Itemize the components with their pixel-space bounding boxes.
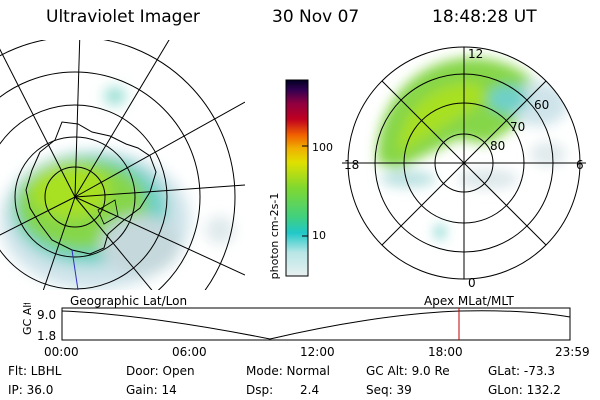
altitude-trace <box>61 310 571 340</box>
altitude-axis-label: GC Alt <box>21 303 34 335</box>
seq-info: Seq: 39 <box>366 383 412 397</box>
ip-info: IP: 36.0 <box>8 383 54 397</box>
gc-alt-info: GC Alt: 9.0 Re <box>366 364 450 378</box>
time-tick-0600: 06:00 <box>172 345 207 359</box>
time-tick-0000: 00:00 <box>44 345 79 359</box>
image-time: 18:48:28 UT <box>432 7 537 27</box>
mlt-label-18: 18 <box>344 158 359 172</box>
image-date: 30 Nov 07 <box>272 7 360 27</box>
colorbar: photon cm-2s-1 <box>268 79 309 280</box>
altitude-plot: GC Alt 9.0 1.8 <box>21 303 571 343</box>
mlt-label-6: 6 <box>576 158 584 172</box>
colorbar-tick-10: 10 <box>312 229 326 242</box>
door-info: Door: Open <box>126 364 195 378</box>
geographic-image <box>0 40 245 290</box>
mlt-label-0: 0 <box>468 276 476 290</box>
lat-label-70: 70 <box>510 120 525 134</box>
time-tick-1800: 18:00 <box>428 345 463 359</box>
alt-tick-low: 1.8 <box>37 329 56 343</box>
coastline-detail <box>97 199 119 225</box>
time-tick-1200: 12:00 <box>300 345 335 359</box>
alt-tick-high: 9.0 <box>37 308 56 322</box>
time-tick-2359: 23:59 <box>555 345 590 359</box>
mode-info: Mode: Normal <box>246 364 330 378</box>
longitude-grid <box>0 40 245 290</box>
glat-info: GLat: -73.3 <box>488 364 555 378</box>
geographic-label: Geographic Lat/Lon <box>70 294 188 308</box>
polar-grid <box>342 46 586 280</box>
apex-label: Apex MLat/MLT <box>424 294 514 308</box>
dsp-label: Dsp: <box>246 383 274 397</box>
terminator-line <box>71 249 79 290</box>
mlt-label-12: 12 <box>468 47 483 61</box>
lat-label-60: 60 <box>534 98 549 112</box>
glon-info: GLon: 132.2 <box>488 383 561 397</box>
filter-info: Flt: LBHL <box>8 364 62 378</box>
gain-info: Gain: 14 <box>126 383 177 397</box>
aurora-emission <box>0 88 234 290</box>
colorbar-label: photon cm-2s-1 <box>268 193 281 280</box>
latitude-grid <box>0 40 236 290</box>
instrument-title: Ultraviolet Imager <box>46 7 200 27</box>
polar-plot: 12 18 6 0 60 70 80 <box>342 46 586 290</box>
lat-label-80: 80 <box>490 139 505 153</box>
colorbar-tick-100: 100 <box>312 141 333 154</box>
dsp-value: 2.4 <box>300 383 320 397</box>
coastline <box>25 121 157 255</box>
